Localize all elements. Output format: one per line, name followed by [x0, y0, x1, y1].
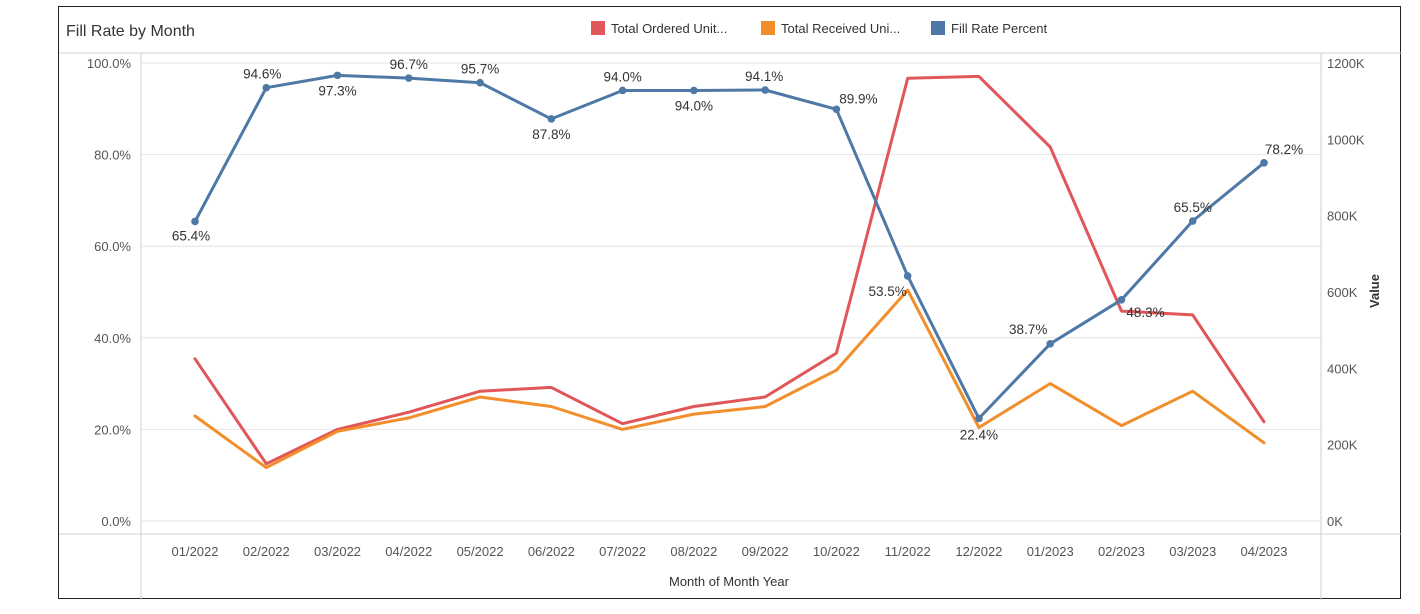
fill-rate-data-label: 38.7% [1009, 322, 1047, 337]
legend-label: Total Ordered Unit... [611, 21, 727, 36]
x-tick-label: 10/2022 [813, 544, 860, 559]
x-tick-label: 08/2022 [670, 544, 717, 559]
fill-rate-point [975, 414, 983, 423]
fill-rate-point [333, 71, 342, 80]
right-tick-label: 800K [1327, 209, 1358, 224]
x-tick-label: 04/2023 [1241, 544, 1288, 559]
fill-rate-point [547, 115, 556, 123]
left-tick-label: 60.0% [94, 239, 131, 254]
legend-swatch [931, 21, 945, 35]
legend-label: Fill Rate Percent [951, 21, 1047, 36]
left-tick-label: 20.0% [94, 422, 131, 437]
x-tick-label: 05/2022 [457, 544, 504, 559]
fill-rate-point [1046, 339, 1054, 348]
series-line-total-ordered-units [193, 74, 1266, 466]
fill-rate-data-label: 65.5% [1174, 200, 1212, 215]
x-tick-label: 01/2023 [1027, 544, 1074, 559]
x-axis-title: Month of Month Year [669, 574, 790, 589]
fill-rate-point [262, 83, 271, 92]
fill-rate-data-label: 95.7% [461, 62, 499, 77]
legend-label: Total Received Uni... [781, 21, 900, 36]
left-tick-label: 100.0% [87, 56, 132, 71]
x-tick-label: 06/2022 [528, 544, 575, 559]
fill-rate-data-label: 94.0% [603, 69, 641, 84]
fill-rate-point [832, 105, 841, 114]
legend: Total Ordered Unit... Total Received Uni.… [591, 21, 1047, 36]
fill-rate-point [618, 86, 627, 95]
chart-svg: Fill Rate by Month Total Ordered Unit...… [59, 21, 1402, 600]
fill-rate-data-label: 94.0% [675, 98, 713, 113]
fill-rate-data-label: 48.3% [1126, 305, 1164, 320]
right-tick-label: 0K [1327, 514, 1343, 529]
x-tick-label: 02/2022 [243, 544, 290, 559]
right-tick-label: 400K [1327, 361, 1358, 376]
series-line-total-received-units [193, 288, 1266, 470]
x-tick-label: 04/2022 [385, 544, 432, 559]
fill-rate-point [1117, 295, 1126, 304]
fill-rate-data-label: 97.3% [318, 83, 356, 98]
fill-rate-point [903, 272, 912, 280]
fill-rate-point [1188, 217, 1197, 225]
left-tick-label: 80.0% [94, 148, 131, 163]
legend-swatch [591, 21, 605, 35]
fill-rate-point [476, 78, 484, 87]
fill-rate-point [690, 86, 698, 95]
fill-rate-data-label: 89.9% [839, 91, 877, 106]
x-tick-label: 03/2023 [1169, 544, 1216, 559]
x-tick-label: 12/2022 [955, 544, 1002, 559]
fill-rate-point [191, 217, 199, 226]
right-tick-label: 600K [1327, 285, 1358, 300]
chart-frame: Fill Rate by Month Total Ordered Unit...… [58, 6, 1402, 600]
legend-swatch [761, 21, 775, 35]
right-axis-title: Value [1367, 274, 1382, 308]
fill-rate-data-label: 65.4% [172, 228, 210, 243]
fill-rate-point [1260, 159, 1268, 167]
axes: 0.0% 20.0% 40.0% 60.0% 80.0% 100.0% 0K 200K 400K… [59, 52, 1402, 600]
fill-rate-data-label: 94.1% [745, 69, 783, 84]
fill-rate-data-label: 78.2% [1265, 142, 1303, 157]
x-tick-label: 11/2022 [885, 544, 931, 559]
chart-title: Fill Rate by Month [66, 23, 195, 40]
right-tick-label: 1000K [1327, 132, 1365, 147]
fill-rate-data-label: 94.6% [243, 67, 281, 82]
fill-rate-point [405, 74, 413, 82]
x-tick-label: 02/2023 [1098, 544, 1145, 559]
fill-rate-data-label: 96.7% [390, 57, 428, 72]
x-tick-label: 03/2022 [314, 544, 361, 559]
right-tick-label: 200K [1327, 438, 1358, 453]
fill-rate-data-label: 87.8% [532, 127, 570, 142]
left-tick-label: 40.0% [94, 331, 131, 346]
x-tick-label: 07/2022 [599, 544, 646, 559]
fill-rate-data-label: 53.5% [869, 284, 907, 299]
series-layer [191, 71, 1268, 470]
left-tick-label: 0.0% [101, 514, 131, 529]
fill-rate-data-label: 22.4% [960, 427, 998, 442]
data-labels: 65.4% 94.6% 97.3% 96.7% 95.7% 87.8% 94.0% 94.0%… [172, 57, 1303, 442]
right-tick-label: 1200K [1327, 56, 1365, 71]
fill-rate-point [761, 86, 769, 94]
x-tick-label: 01/2022 [172, 544, 219, 559]
x-tick-label: 09/2022 [742, 544, 789, 559]
series-line-fill-rate-percent [193, 73, 1266, 420]
